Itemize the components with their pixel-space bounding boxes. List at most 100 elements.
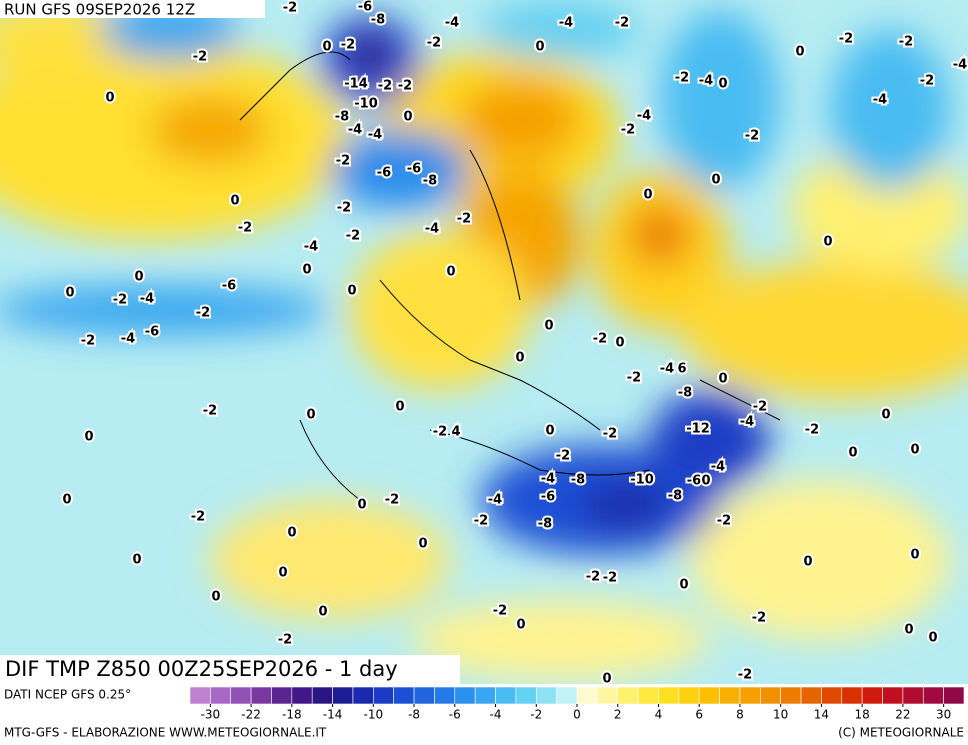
colorbar-box: [719, 686, 741, 705]
colorbar-box: [454, 686, 476, 705]
colorbar-tick-label: -14: [323, 708, 343, 722]
contour-label: 0: [302, 263, 311, 278]
colorbar-box: [515, 686, 537, 705]
contour-label: -2: [113, 293, 127, 308]
colorbar-box: [800, 686, 822, 705]
contour-label: -10: [630, 473, 654, 488]
contour-label: -4: [140, 292, 154, 307]
contour-label: -8: [571, 473, 585, 488]
colorbar-tick-label: 30: [936, 708, 951, 722]
contour-label: -2: [593, 332, 607, 347]
colorbar-tick-label: -8: [408, 708, 420, 722]
contour-label: -2: [586, 570, 600, 585]
contour-label: -6: [358, 0, 372, 15]
colorbar-box: [576, 686, 598, 705]
contour-label: -2: [556, 449, 570, 464]
colorbar-tick-label: 4: [655, 708, 663, 722]
contour-label: 0: [928, 631, 937, 646]
colorbar-tick-label: 18: [855, 708, 870, 722]
map-field: [0, 0, 968, 684]
contour-label: 0: [711, 173, 720, 188]
contour-label: 0: [84, 430, 93, 445]
title-box: [0, 655, 460, 684]
contour-label: -2: [603, 427, 617, 442]
colorbar-box: [841, 686, 863, 705]
contour-label: -4: [711, 460, 725, 475]
colorbar-box: [291, 686, 313, 705]
contour-label: 0: [535, 40, 544, 55]
colorbar-tick-label: 6: [695, 708, 703, 722]
contour-label: -4: [348, 123, 362, 138]
contour-label: 0: [803, 555, 812, 570]
contour-label: -8: [678, 386, 692, 401]
contour-label: 0: [516, 618, 525, 633]
colorbar-box: [311, 686, 333, 705]
contour-label: -4: [541, 472, 555, 487]
colorbar-box: [861, 686, 883, 705]
contour-label: -4: [121, 332, 135, 347]
contour-label: -2: [378, 79, 392, 94]
colorbar-tick-label: 0: [573, 708, 581, 722]
contour-label: -2: [398, 79, 412, 94]
contour-label: -4: [660, 362, 674, 377]
map-title: DIF TMP Z850 00Z25SEP2026 - 1 day: [5, 657, 398, 681]
colorbar-tick-label: -10: [364, 708, 384, 722]
contour-label: 0: [287, 526, 296, 541]
contour-label: -2: [385, 493, 399, 508]
colorbar-tick-label: 14: [814, 708, 829, 722]
contour-label: 0: [395, 400, 404, 415]
contour-label: -2: [427, 36, 441, 51]
contour-label: -2: [191, 510, 205, 525]
contour-label: -12: [686, 422, 710, 437]
colorbar-box: [474, 686, 496, 705]
contour-label: -4: [637, 109, 651, 124]
contour-label: -2: [805, 423, 819, 438]
contour-label: -8: [538, 517, 552, 532]
contour-label: -2: [346, 229, 360, 244]
colorbar-box: [658, 686, 680, 705]
colorbar-tick-label: 8: [736, 708, 744, 722]
contour-label: 0: [701, 474, 710, 489]
contour-label: -2: [738, 668, 752, 683]
contour-label: 0: [230, 194, 239, 209]
source-label: DATI NCEP GFS 0.25°: [4, 688, 131, 702]
colorbar-tick-label: -18: [282, 708, 302, 722]
contour-label: -8: [668, 489, 682, 504]
contour-label: -2: [238, 221, 252, 236]
contour-label: 0: [134, 270, 143, 285]
map-labels: 0-20 -2-8-6-2-4-2 0-4 -20-2 -2-4-2-4-2 -4 0-4-…: [60, 0, 968, 689]
colorbar-box: [495, 686, 517, 705]
contour-label: -6: [541, 490, 555, 505]
contour-label: -2: [493, 604, 507, 619]
contour-label: -4: [873, 93, 887, 108]
contour-label: -6: [377, 166, 391, 181]
colorbar-tick-label: -30: [201, 708, 221, 722]
colorbar-box: [230, 686, 252, 705]
contour-label: -2: [752, 611, 766, 626]
contour-label: 0: [643, 188, 652, 203]
contour-label: -2: [753, 400, 767, 415]
contour-label: -4: [699, 74, 713, 89]
colorbar-box: [943, 686, 965, 705]
contour-label: 0: [881, 408, 890, 423]
contour-label: -2: [621, 123, 635, 138]
contour-label: 6: [677, 362, 686, 377]
contour-label: -6: [145, 325, 159, 340]
colorbar-box: [902, 686, 924, 705]
contour-label: -4: [368, 128, 382, 143]
colorbar-box: [780, 686, 802, 705]
contour-label: -8: [335, 110, 349, 125]
credit-right: (C) METEOGIORNALE: [838, 726, 964, 740]
contour-label: -2: [839, 32, 853, 47]
colorbar-tick-label: 2: [614, 708, 622, 722]
colorbar-box: [922, 686, 944, 705]
contour-label: 0: [718, 77, 727, 92]
contour-label: -2: [899, 35, 913, 50]
colorbar-box: [393, 686, 415, 705]
contour-label: -2: [615, 16, 629, 31]
colorbar-box: [373, 686, 394, 705]
colorbar-box: [760, 686, 781, 705]
colorbar-box: [678, 686, 700, 705]
contour-label: 0: [515, 351, 524, 366]
contour-label: 0: [278, 566, 287, 581]
